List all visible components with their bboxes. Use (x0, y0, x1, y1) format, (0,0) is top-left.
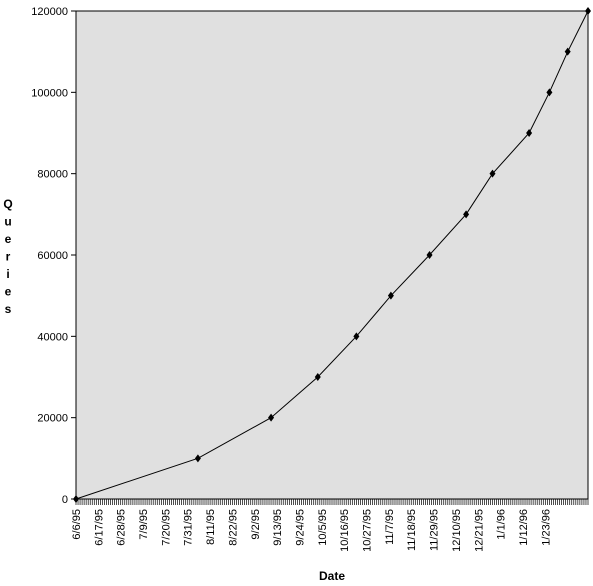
data-point (194, 454, 201, 463)
data-point (426, 251, 433, 259)
y-axis-title-letter: u (4, 215, 11, 229)
x-tick-label: 7/31/95 (183, 509, 195, 546)
y-axis-title-letter: r (6, 250, 11, 264)
x-tick-label: 11/29/95 (429, 509, 441, 551)
x-tick-label: 6/17/95 (93, 509, 105, 546)
series-group (73, 7, 591, 503)
data-point (314, 373, 321, 381)
x-tick-label: 10/27/95 (362, 509, 374, 552)
data-point (526, 129, 533, 137)
data-point (489, 169, 496, 178)
x-tick-label: 6/28/95 (116, 509, 128, 546)
x-tick-label: 10/16/95 (339, 509, 351, 552)
data-point (73, 495, 79, 503)
y-tick-label: 80000 (37, 169, 68, 181)
data-point (463, 210, 470, 219)
plot-area (75, 10, 589, 500)
x-axis-title: Date (319, 569, 345, 583)
x-tick-label: 8/22/95 (227, 509, 239, 546)
y-tick-label: 0 (62, 494, 68, 506)
y-tick-label: 20000 (37, 413, 68, 425)
x-tick-label: 10/5/95 (317, 509, 329, 546)
y-axis-title-letter: e (5, 285, 12, 299)
data-point (268, 413, 275, 422)
x-tick-label: 1/12/96 (518, 509, 530, 546)
x-tick-label: 11/7/95 (384, 509, 396, 545)
x-tick-label: 11/18/95 (406, 509, 418, 551)
data-point (585, 7, 591, 15)
x-tick-label: 6/6/95 (71, 509, 83, 540)
x-axis-ticks: 6/6/95 6/17/95 6/28/95 7/9/95 7/20/95 7/31/95… (71, 499, 589, 552)
x-tick-label: 9/2/95 (250, 509, 262, 540)
x-tick-label: 7/20/95 (160, 509, 172, 546)
y-axis-title-letter: Q (3, 197, 12, 211)
x-tick-label: 1/1/96 (496, 509, 508, 540)
y-tick-label: 100000 (31, 87, 68, 99)
data-point (564, 47, 571, 56)
data-point (546, 88, 553, 97)
x-tick-label: 8/11/95 (205, 509, 217, 545)
y-axis-title-letter: e (5, 232, 12, 246)
data-point (353, 332, 360, 341)
y-tick-label: 120000 (31, 6, 68, 18)
y-axis-title-letter: s (5, 302, 12, 316)
x-tick-label: 9/24/95 (294, 509, 306, 546)
x-tick-label: 9/13/95 (272, 509, 284, 546)
data-point (387, 291, 394, 300)
y-tick-label: 40000 (37, 331, 68, 343)
x-tick-label: 12/10/95 (451, 509, 463, 552)
x-tick-label: 12/21/95 (473, 509, 485, 552)
y-axis-ticks: 0 20000 40000 60000 80000 100000 120000 (31, 6, 76, 506)
y-axis-title-letter: i (6, 267, 9, 281)
y-tick-label: 60000 (37, 250, 68, 262)
x-tick-label: 7/9/95 (138, 509, 150, 540)
x-tick-label: 1/23/96 (540, 509, 552, 546)
